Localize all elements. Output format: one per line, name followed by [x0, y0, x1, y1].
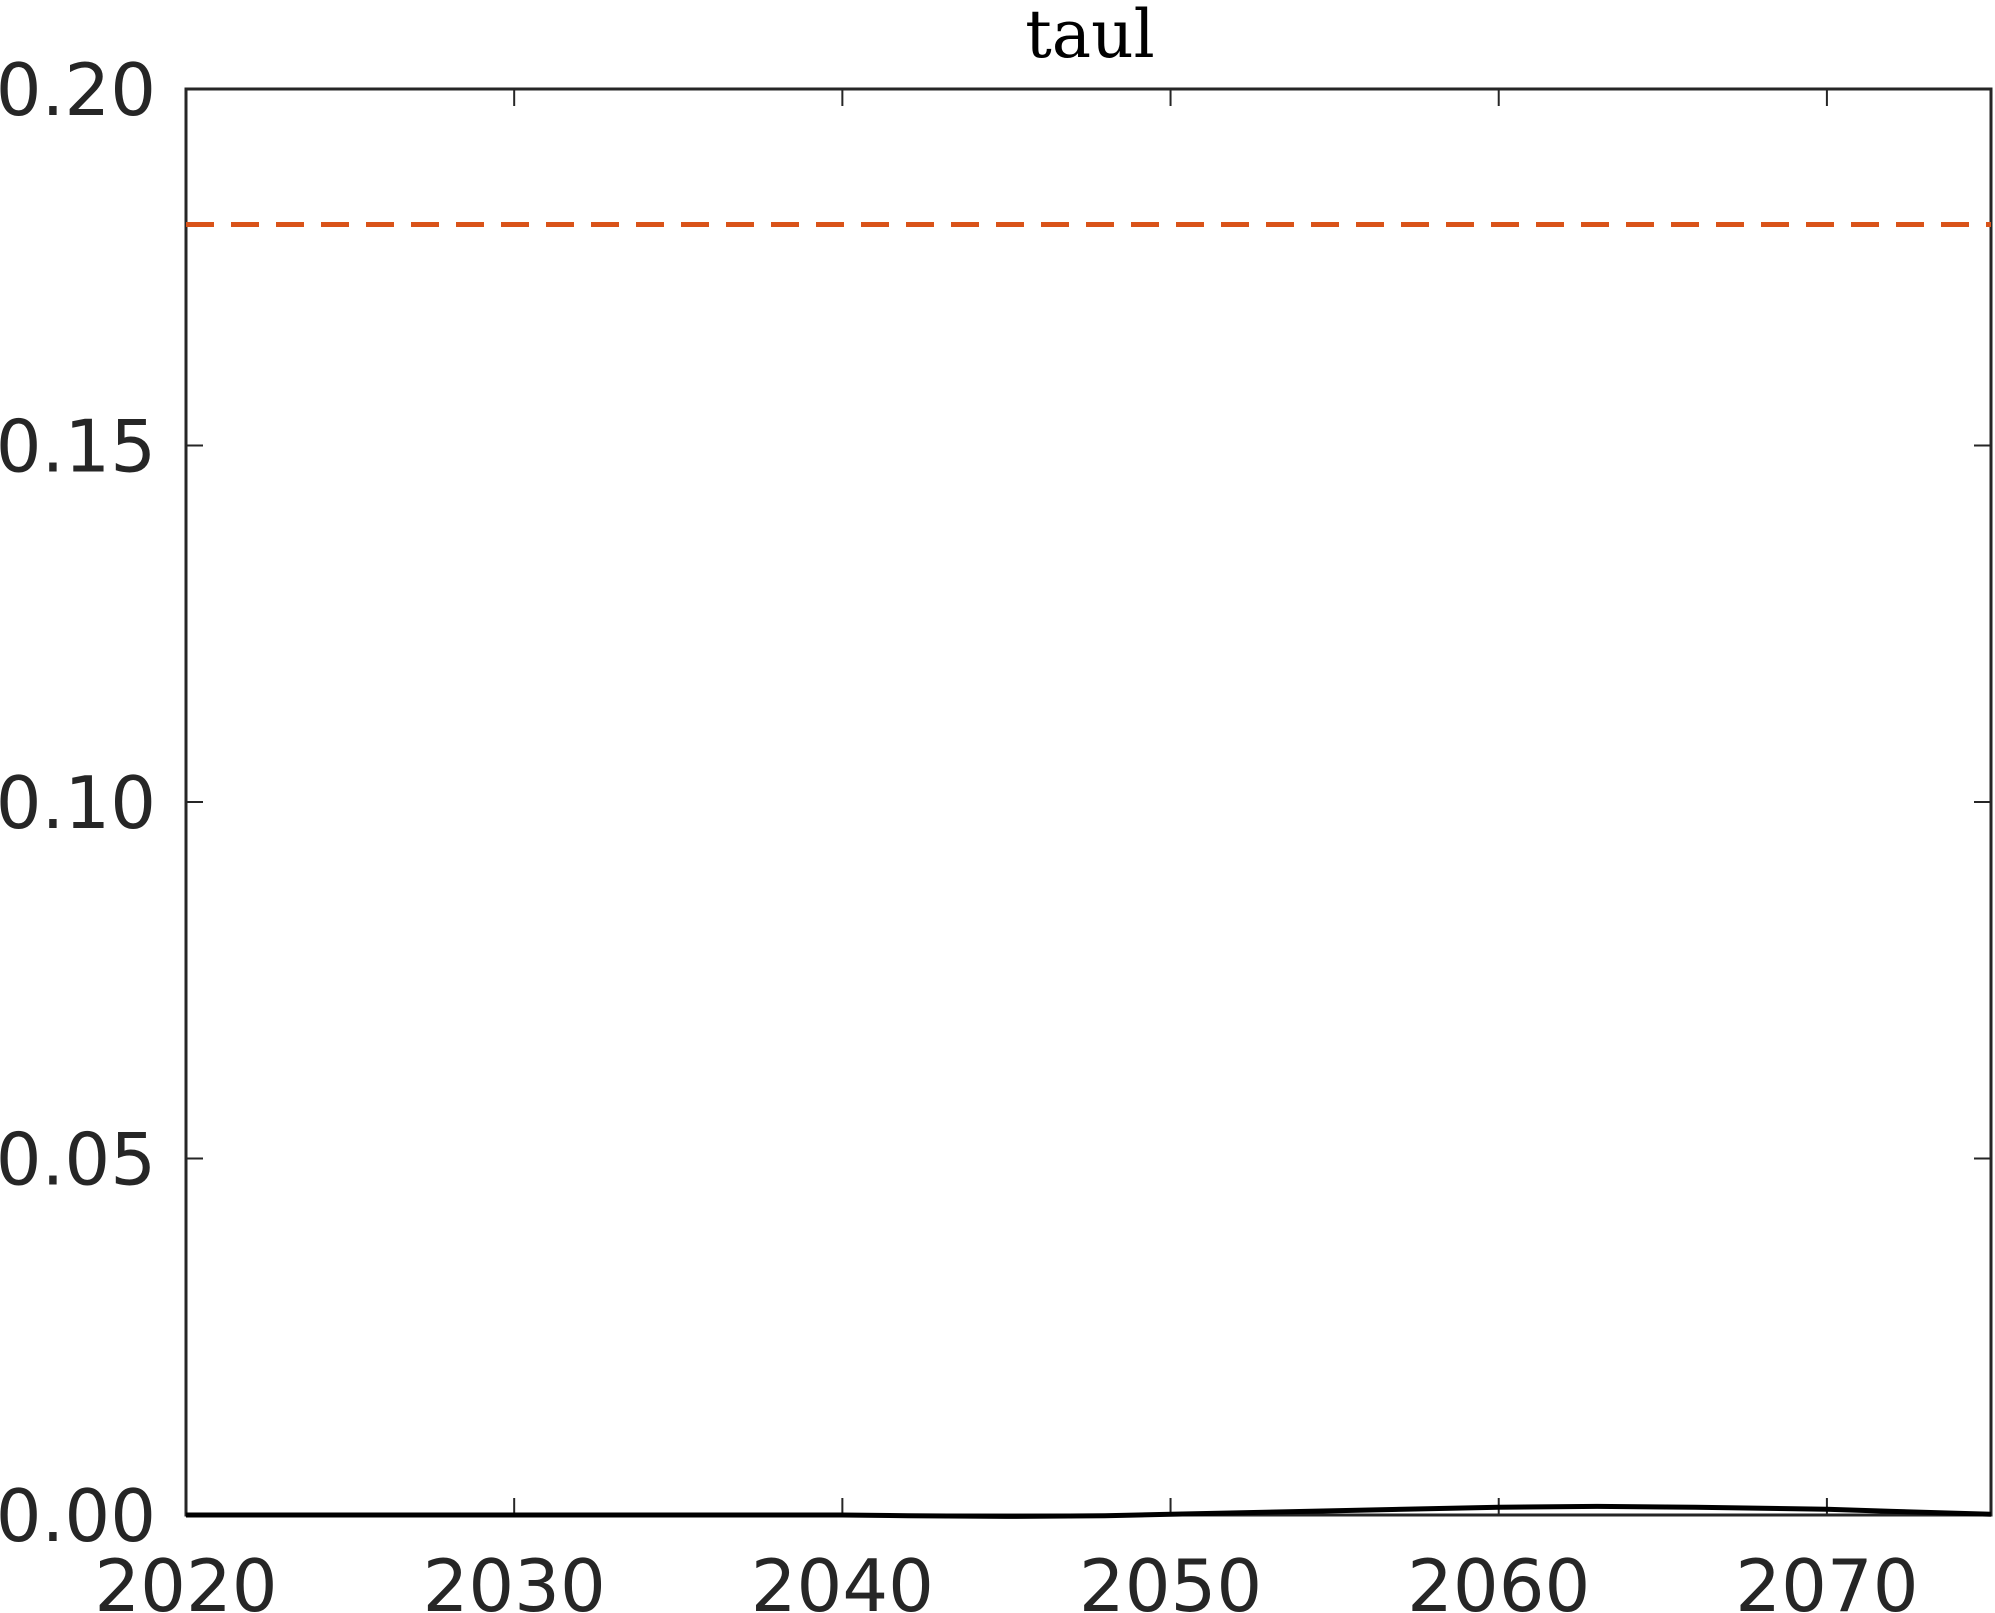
y-tick-label: 0.15	[0, 405, 156, 489]
y-tick-label: 0.00	[0, 1474, 156, 1558]
x-tick-label: 2050	[1079, 1544, 1262, 1613]
y-tick-label: 0.05	[0, 1118, 156, 1202]
y-tick-label: 0.20	[0, 48, 156, 132]
x-tick-label: 2070	[1735, 1544, 1918, 1613]
series-line-solid	[186, 1503, 1992, 1519]
y-tick-label: 0.10	[0, 761, 156, 845]
x-tick-label: 2020	[94, 1544, 277, 1613]
x-tick-label: 2030	[423, 1544, 606, 1613]
x-axis-tick-labels: 2020 2030 2040 2050 2060 2070	[94, 1544, 1918, 1613]
plot-area-frame	[184, 87, 1993, 1517]
chart-title: taul	[1025, 0, 1155, 73]
x-tick-label: 2040	[751, 1544, 934, 1613]
series-layer	[186, 222, 1992, 1519]
x-tick-label: 2060	[1407, 1544, 1590, 1613]
y-axis-tick-labels: 0.00 0.05 0.10 0.15 0.20	[0, 48, 156, 1558]
